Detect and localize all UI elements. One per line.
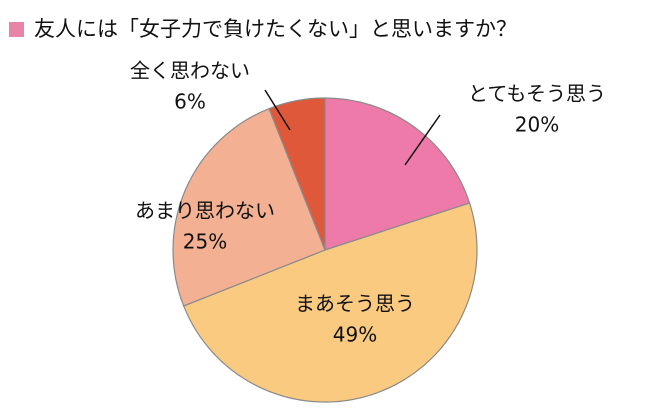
leader-line xyxy=(404,114,441,166)
slice-value-label: 6% xyxy=(174,90,206,114)
slice-label: とてもそう思う xyxy=(468,82,606,106)
slice-label: 全く思わない xyxy=(130,59,250,83)
slice-value-label: 20% xyxy=(515,113,559,137)
slice-value-label: 25% xyxy=(183,230,227,254)
pie-slice xyxy=(172,107,326,307)
pie-slice xyxy=(324,97,471,251)
slice-label: まあそう思う xyxy=(295,292,415,316)
leader-line xyxy=(264,89,291,131)
pie-slice xyxy=(268,97,326,251)
slice-label: あまり思わない xyxy=(135,199,275,223)
title-marker xyxy=(9,22,24,37)
slice-value-label: 49% xyxy=(333,323,377,347)
chart-title: 友人には「女子力で負けたくない」と思いますか？ xyxy=(34,17,517,41)
pie-slice xyxy=(182,202,478,403)
